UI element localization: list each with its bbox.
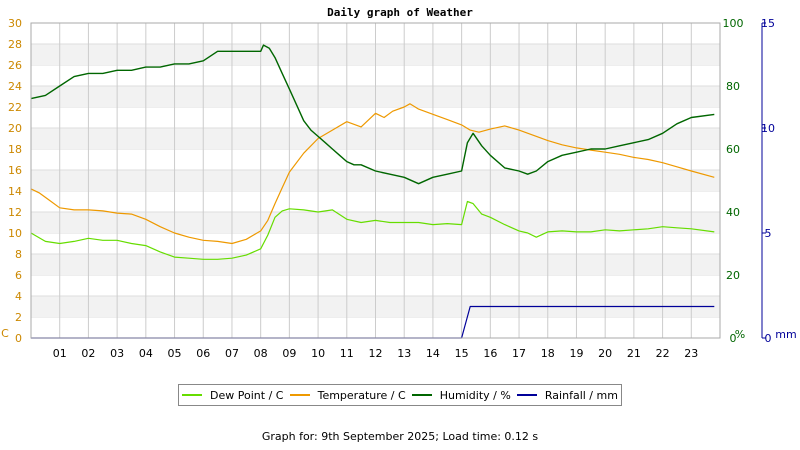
y-left-tick-label: 16: [8, 164, 22, 177]
x-tick-label: 16: [483, 347, 497, 360]
y-left-tick-label: 18: [8, 143, 22, 156]
y-left-tick-label: 26: [8, 59, 22, 72]
legend-label: Humidity / %: [439, 388, 511, 402]
x-tick-label: 14: [426, 347, 440, 360]
y-left-tick-label: 2: [15, 311, 22, 324]
x-tick-label: 03: [110, 347, 124, 360]
y-right1-axis-label: %: [735, 328, 745, 341]
y-left-tick-label: 22: [8, 101, 22, 114]
legend-swatch: [182, 394, 203, 396]
series-lines: [30, 44, 715, 339]
y-left-tick-label: 10: [8, 227, 22, 240]
y-left-tick-label: 12: [8, 206, 22, 219]
x-tick-label: 09: [282, 347, 296, 360]
y-right2-tick-label: 15: [761, 17, 775, 30]
vertical-gridlines: [59, 23, 692, 338]
x-tick-label: 19: [569, 347, 583, 360]
x-tick-label: 18: [541, 347, 555, 360]
x-tick-label: 23: [684, 347, 698, 360]
legend-item-dew-point: Dew Point / C: [182, 389, 283, 402]
y-left-tick-label: 8: [15, 248, 22, 261]
y-left-tick-label: 0: [15, 332, 22, 345]
x-tick-label: 21: [627, 347, 641, 360]
y-right2-tick-label: 0: [765, 332, 772, 345]
y-left-tick-label: 4: [15, 290, 22, 303]
tick-labels: 01 02 03 04 05 06 07 08 09 10 11 12 13 14 15 16 17 18 19 20…: [1, 17, 797, 360]
y-left-tick-label: 6: [15, 269, 22, 282]
x-tick-label: 08: [254, 347, 268, 360]
legend-item-rainfall: Rainfall / mm: [516, 388, 618, 402]
y-right1-tick-label: 60: [726, 143, 740, 156]
y-right1-tick-label: 0: [730, 332, 737, 345]
legend: Dew Point / C Temperature / C Humidity / %…: [178, 384, 622, 406]
axes: [30, 22, 766, 339]
x-tick-label: 05: [168, 347, 182, 360]
chart-title: Daily graph of Weather: [327, 6, 473, 19]
y-left-tick-label: 20: [8, 122, 22, 135]
y-right2-axis-label: mm: [775, 328, 796, 341]
dew-point-line: [30, 200, 715, 260]
y-left-axis-label: C: [1, 327, 9, 340]
x-tick-label: 01: [53, 347, 67, 360]
humidity-line: [30, 44, 715, 185]
y-left-tick-label: 30: [8, 17, 22, 30]
x-tick-label: 15: [455, 347, 469, 360]
plot-border: [30, 22, 721, 339]
x-tick-label: 02: [81, 347, 95, 360]
y-right2-tick-label: 5: [765, 227, 772, 240]
y-right1-tick-label: 100: [723, 17, 744, 30]
x-tick-label: 11: [340, 347, 354, 360]
y-left-tick-label: 14: [8, 185, 22, 198]
y-right2-tick-label: 10: [761, 122, 775, 135]
y-right1-tick-label: 40: [726, 206, 740, 219]
y-right1-tick-label: 80: [726, 80, 740, 93]
footer-text: Graph for: 9th September 2025; Load time…: [261, 430, 539, 443]
legend-item-humidity: Humidity / %: [411, 388, 511, 402]
legend-item-temperature: Temperature / C: [289, 388, 406, 402]
legend-swatch: [411, 394, 432, 396]
legend-swatch: [516, 394, 537, 396]
x-tick-label: 20: [598, 347, 612, 360]
y-right1-tick-label: 20: [726, 269, 740, 282]
x-tick-label: 10: [311, 347, 325, 360]
x-tick-label: 04: [139, 347, 153, 360]
legend-label: Dew Point / C: [210, 388, 284, 402]
temperature-line: [30, 103, 715, 245]
x-tick-label: 17: [512, 347, 526, 360]
legend-label: Rainfall / mm: [544, 388, 618, 402]
legend-swatch: [289, 394, 310, 396]
x-tick-label: 07: [225, 347, 239, 360]
x-tick-label: 22: [656, 347, 670, 360]
x-tick-label: 13: [397, 347, 411, 360]
x-tick-label: 12: [369, 347, 383, 360]
y-left-tick-label: 28: [8, 38, 22, 51]
legend-label: Temperature / C: [317, 388, 406, 402]
y-left-tick-label: 24: [8, 80, 22, 93]
x-tick-label: 06: [196, 347, 210, 360]
